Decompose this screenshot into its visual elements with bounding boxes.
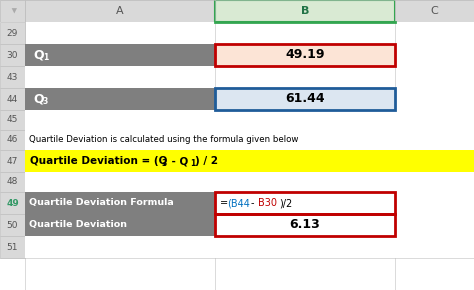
Bar — [25, 150, 474, 172]
Bar — [0, 22, 474, 44]
Text: A: A — [116, 6, 124, 16]
Bar — [0, 110, 474, 130]
Text: )/2: )/2 — [279, 198, 292, 208]
Text: =: = — [220, 198, 228, 208]
Bar — [0, 0, 25, 22]
Bar — [215, 44, 395, 66]
Bar — [25, 0, 215, 22]
Text: Q: Q — [33, 48, 44, 61]
Bar — [25, 214, 215, 236]
Text: Quartile Deviation = (Q: Quartile Deviation = (Q — [30, 156, 167, 166]
Bar — [215, 192, 395, 214]
Text: Quartile Deviation Formula: Quartile Deviation Formula — [29, 198, 174, 208]
Bar — [0, 236, 25, 258]
Text: (B44: (B44 — [227, 198, 250, 208]
Text: 29: 29 — [7, 28, 18, 37]
Text: B30: B30 — [258, 198, 277, 208]
Text: - Q: - Q — [168, 156, 188, 166]
Text: C: C — [430, 6, 438, 16]
Bar — [0, 110, 25, 130]
Text: 48: 48 — [7, 177, 18, 186]
Bar — [215, 88, 395, 110]
Text: 50: 50 — [7, 220, 18, 229]
Bar — [0, 0, 474, 22]
Text: 1: 1 — [43, 53, 48, 62]
Text: 45: 45 — [7, 115, 18, 124]
Bar — [25, 236, 474, 258]
Text: 3: 3 — [162, 159, 167, 168]
Bar — [0, 214, 25, 236]
Bar — [25, 110, 474, 130]
Bar — [25, 44, 215, 66]
Text: 30: 30 — [7, 50, 18, 59]
Bar — [0, 88, 474, 110]
Bar — [25, 130, 474, 150]
Bar — [0, 192, 474, 214]
Text: ▲: ▲ — [12, 6, 17, 12]
Bar — [25, 192, 215, 214]
Bar — [25, 172, 474, 192]
Bar — [215, 0, 395, 22]
Bar — [0, 192, 25, 214]
Bar — [215, 192, 395, 214]
Text: 46: 46 — [7, 135, 18, 144]
Bar — [0, 88, 25, 110]
Bar — [0, 236, 474, 258]
Bar — [215, 88, 395, 110]
Bar — [215, 214, 395, 236]
Text: 43: 43 — [7, 72, 18, 81]
Bar — [0, 66, 474, 88]
Text: 51: 51 — [7, 242, 18, 251]
Bar — [25, 66, 215, 88]
Bar — [0, 214, 474, 236]
Text: Quartile Deviation: Quartile Deviation — [29, 220, 127, 229]
Bar — [395, 0, 474, 22]
Text: Quartile Deviation is calculated using the formula given below: Quartile Deviation is calculated using t… — [29, 135, 298, 144]
Text: -: - — [251, 198, 255, 208]
Text: 3: 3 — [43, 97, 48, 106]
Bar — [0, 66, 25, 88]
Bar — [0, 150, 474, 172]
Text: 47: 47 — [7, 157, 18, 166]
Bar — [0, 172, 25, 192]
Text: 1: 1 — [190, 159, 195, 168]
Bar — [215, 214, 395, 236]
Bar — [0, 172, 474, 192]
Text: 49.19: 49.19 — [285, 48, 325, 61]
Text: ) / 2: ) / 2 — [195, 156, 218, 166]
Text: 49: 49 — [6, 198, 19, 208]
Bar — [0, 150, 25, 172]
Bar — [25, 88, 215, 110]
Bar — [0, 44, 25, 66]
Text: Q: Q — [33, 93, 44, 106]
Text: 44: 44 — [7, 95, 18, 104]
Bar — [215, 44, 395, 66]
Text: 61.44: 61.44 — [285, 93, 325, 106]
Bar — [0, 130, 474, 150]
Bar — [0, 130, 25, 150]
Bar — [0, 22, 25, 44]
Text: B: B — [301, 6, 309, 16]
Bar — [0, 44, 474, 66]
Text: 6.13: 6.13 — [290, 218, 320, 231]
